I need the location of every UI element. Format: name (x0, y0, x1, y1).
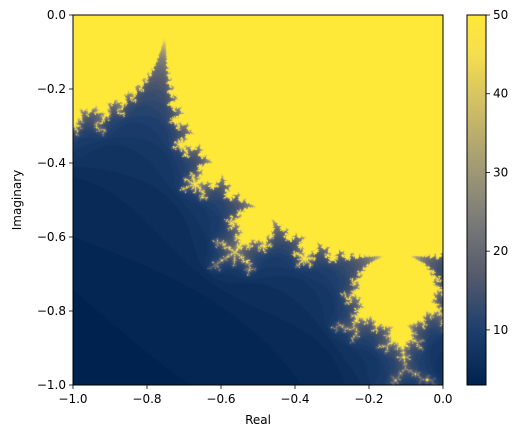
x-tick-label: −0.4 (280, 392, 309, 406)
y-axis-ticks: 0.0 −0.2 −0.4 −0.6 −0.8 −1.0 (37, 8, 73, 392)
y-axis-label: Imaginary (10, 170, 24, 231)
colorbar-gradient (467, 15, 486, 385)
colorbar-tick-label: 10 (493, 323, 508, 337)
plot-frame (72, 14, 444, 386)
x-tick-label: 0.0 (433, 392, 452, 406)
colorbar-tick-label: 30 (493, 165, 508, 179)
colorbar-tick-label: 20 (493, 244, 508, 258)
y-tick-label: −1.0 (37, 378, 66, 392)
y-tick-label: −0.2 (37, 82, 66, 96)
y-tick-label: −0.4 (37, 156, 66, 170)
x-tick-label: −1.0 (58, 392, 87, 406)
y-tick-label: −0.6 (37, 230, 66, 244)
colorbar-ticks: 10 20 30 40 50 (486, 8, 508, 337)
x-tick-label: −0.2 (354, 392, 383, 406)
x-tick-label: −0.6 (206, 392, 235, 406)
colorbar-tick-label: 40 (493, 87, 508, 101)
heatmap-image (73, 15, 443, 385)
y-tick-label: 0.0 (47, 8, 66, 22)
heatmap-area (73, 15, 443, 385)
colorbar-tick-label: 50 (493, 8, 508, 22)
colorbar: 10 20 30 40 50 (466, 8, 508, 386)
x-axis-ticks: −1.0 −0.8 −0.6 −0.4 −0.2 0.0 (58, 385, 453, 406)
x-tick-label: −0.8 (132, 392, 161, 406)
x-axis-label: Real (245, 413, 271, 427)
y-tick-label: −0.8 (37, 304, 66, 318)
colorbar-frame (466, 14, 487, 386)
